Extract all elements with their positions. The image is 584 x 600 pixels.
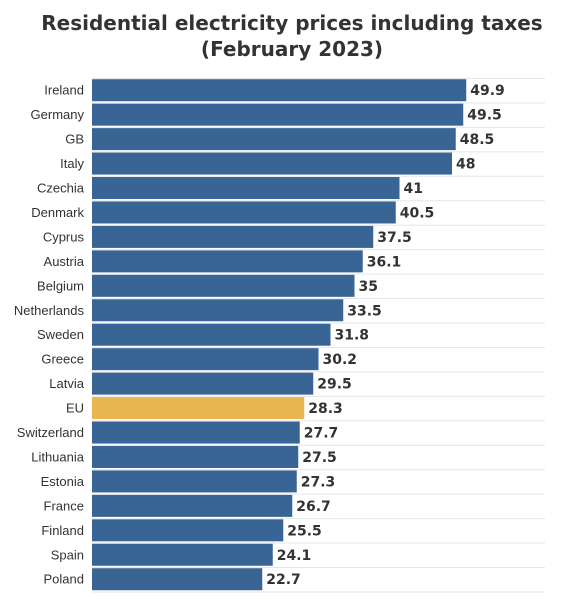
bar-ireland [92, 79, 467, 102]
category-label: France [44, 498, 84, 513]
category-label: Sweden [37, 327, 84, 342]
bar-cyprus [92, 225, 374, 248]
value-label: 48 [456, 157, 475, 173]
bar-netherlands [92, 299, 344, 322]
value-label: 49.9 [470, 83, 505, 99]
value-label: 29.5 [317, 377, 352, 393]
category-label: Belgium [37, 278, 84, 293]
category-label: Greece [41, 352, 84, 367]
category-label: Finland [41, 523, 84, 538]
bar-sweden [92, 323, 331, 346]
value-label: 27.7 [304, 426, 339, 442]
value-label: 41 [404, 181, 423, 197]
value-label: 22.7 [266, 572, 301, 588]
bar-lithuania [92, 445, 299, 468]
bar-germany [92, 103, 464, 126]
bar-estonia [92, 470, 297, 493]
value-label: 36.1 [367, 254, 402, 270]
value-label: 31.8 [335, 328, 370, 344]
bar-belgium [92, 274, 355, 297]
category-label: Latvia [49, 376, 84, 391]
value-label: 24.1 [277, 548, 312, 564]
value-label: 26.7 [296, 499, 331, 515]
category-label: EU [66, 401, 84, 416]
bar-austria [92, 250, 363, 273]
category-labels: Ireland Germany GB Italy Czechia Denmark Cypru… [14, 83, 85, 587]
category-label: Switzerland [17, 425, 84, 440]
value-label: 25.5 [287, 523, 322, 539]
value-label: 27.3 [301, 474, 336, 490]
category-label: Poland [44, 572, 84, 587]
bar-switzerland [92, 421, 300, 444]
value-label: 35 [359, 279, 378, 295]
bar-italy [92, 152, 452, 175]
chart-title: Residential electricity prices including… [41, 11, 543, 61]
bar-spain [92, 543, 273, 566]
category-label: Ireland [44, 83, 84, 98]
value-label: 37.5 [377, 230, 412, 246]
gridlines [92, 78, 545, 593]
category-label: Spain [51, 547, 84, 562]
value-label: 48.5 [460, 132, 495, 148]
category-label: Estonia [41, 474, 85, 489]
bar-poland [92, 568, 263, 591]
value-labels: 49.9 49.5 48.5 48 41 40.5 37.5 36.1 35 33.5 31.8 30… [266, 83, 505, 588]
category-label: Italy [60, 156, 84, 171]
category-label: Netherlands [14, 303, 85, 318]
bar-czechia [92, 177, 400, 200]
category-label: Czechia [37, 181, 85, 196]
category-label: Lithuania [31, 449, 85, 464]
bar-greece [92, 348, 319, 371]
value-label: 33.5 [347, 303, 382, 319]
bar-latvia [92, 372, 314, 395]
bar-finland [92, 519, 284, 542]
bar-gb [92, 128, 456, 151]
category-label: Germany [31, 107, 85, 122]
value-label: 27.5 [302, 450, 337, 466]
bar-denmark [92, 201, 396, 224]
value-label: 28.3 [308, 401, 343, 417]
value-label: 30.2 [323, 352, 358, 368]
value-label: 49.5 [467, 108, 502, 124]
category-label: Austria [44, 254, 85, 269]
bar-france [92, 494, 293, 517]
category-label: GB [65, 132, 84, 147]
category-label: Denmark [31, 205, 84, 220]
value-label: 40.5 [400, 205, 435, 221]
bars [92, 79, 467, 591]
category-label: Cyprus [43, 229, 85, 244]
bar-eu [92, 397, 305, 420]
